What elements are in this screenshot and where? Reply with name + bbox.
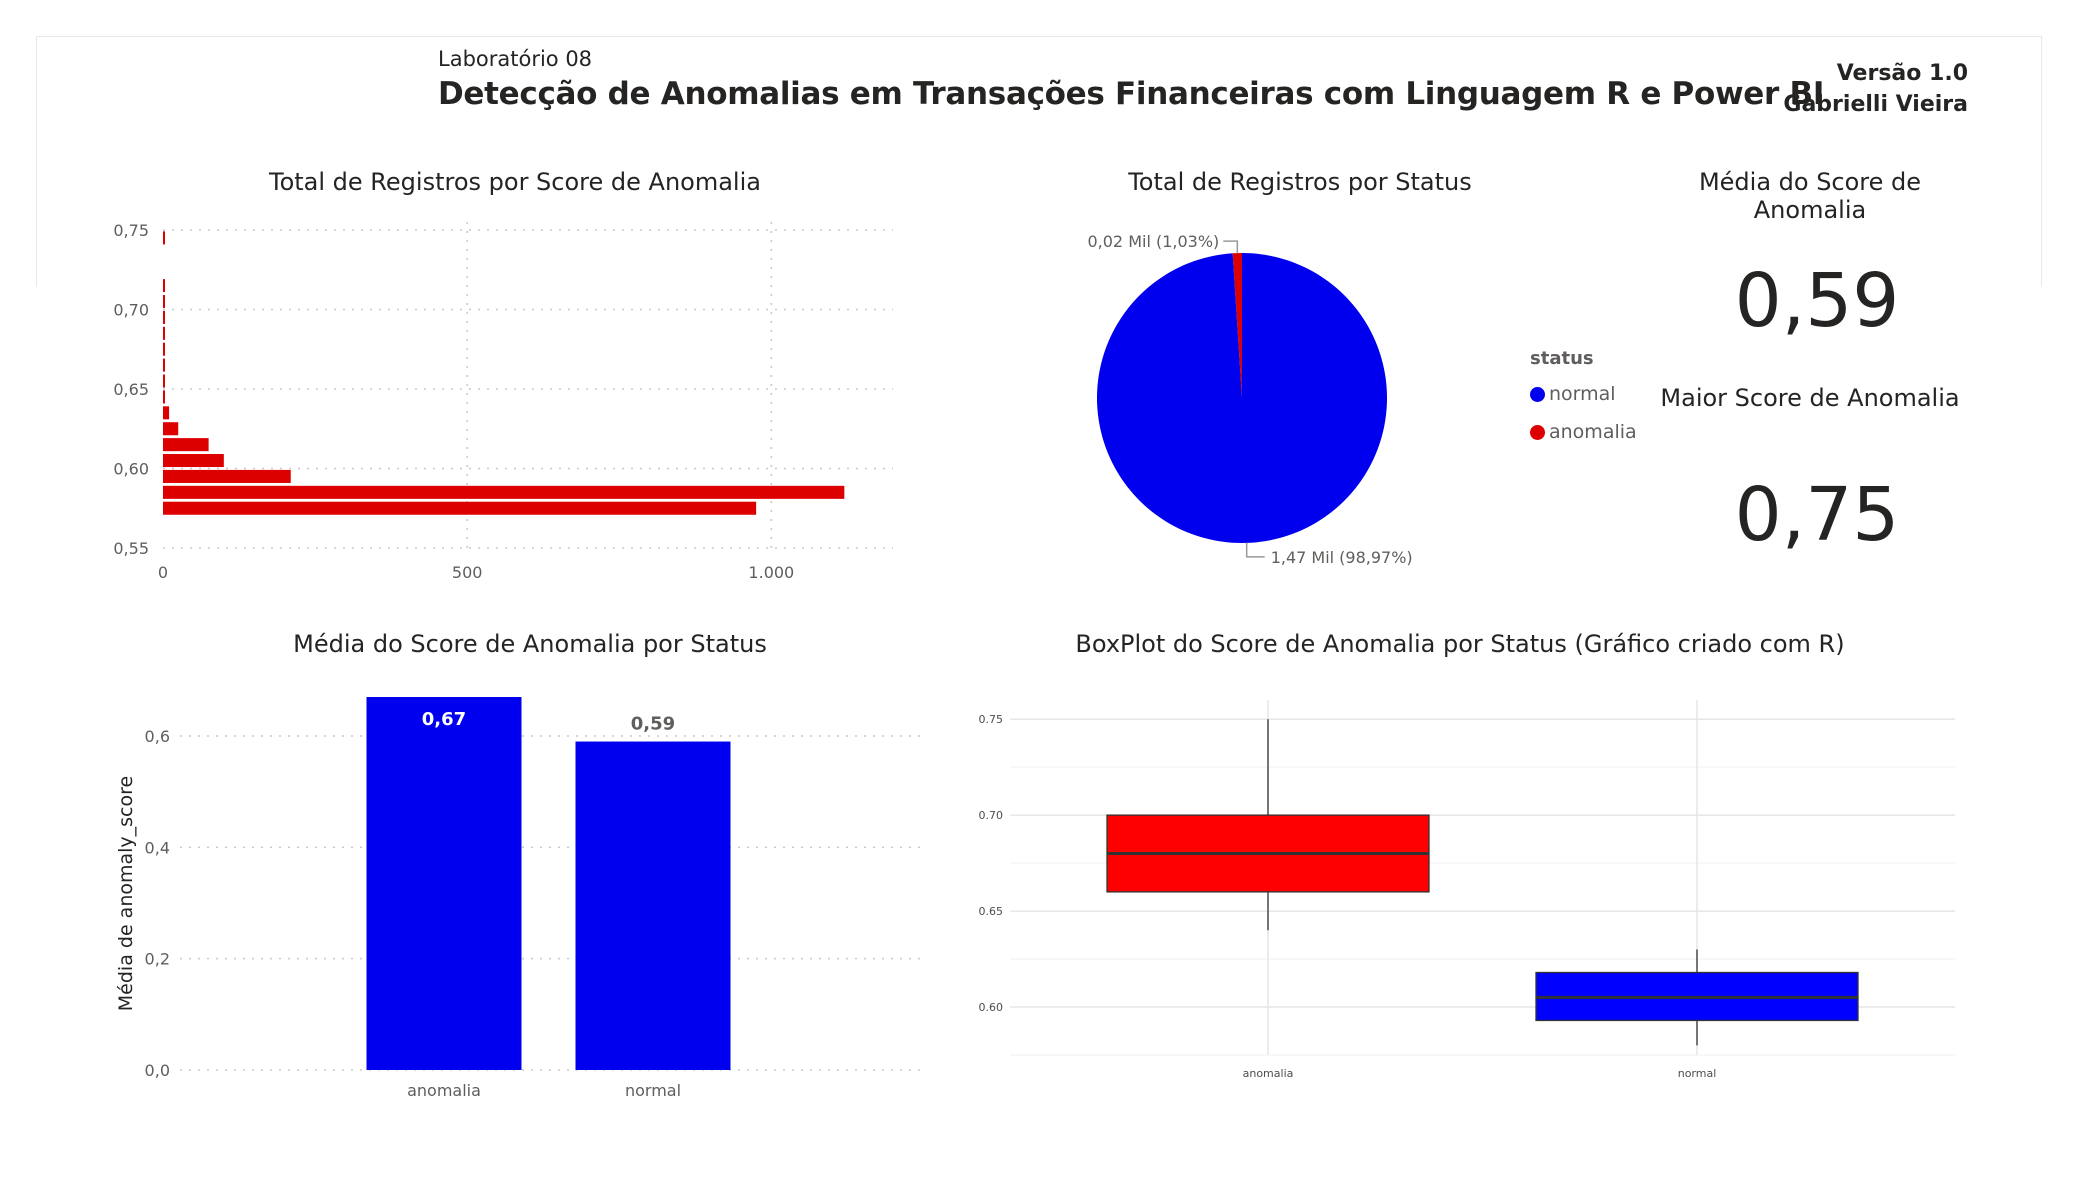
hist-ytick-label: 0,70 <box>113 300 149 319</box>
box-xtick-label: anomalia <box>1243 1067 1294 1080</box>
pie-legend: status normal anomalia <box>1530 348 1637 451</box>
author-label: Gabrielli Vieira <box>1783 92 1968 117</box>
hist-bar <box>163 374 165 388</box>
pie-leader-normal <box>1245 542 1265 558</box>
pie-data-label-normal: 1,47 Mil (98,97%) <box>1271 548 1413 567</box>
legend-title: status <box>1530 348 1594 369</box>
hist-ytick-label: 0,60 <box>113 459 149 478</box>
hist-bar <box>163 454 224 468</box>
vbar-data-label: 0,67 <box>422 709 466 730</box>
legend-label-normal: normal <box>1549 383 1616 405</box>
hist-ytick-label: 0,55 <box>113 539 149 558</box>
version-block: Versão 1.0 Gabrielli Vieira <box>1783 58 1968 120</box>
box-ytick-label: 0.60 <box>979 1001 1004 1014</box>
lab-label: Laboratório 08 <box>438 47 593 71</box>
version-label: Versão 1.0 <box>1836 61 1968 86</box>
legend-dot-anomalia <box>1530 424 1545 440</box>
hist-bar <box>163 485 845 499</box>
hist-xtick-label: 1.000 <box>748 563 794 582</box>
hist-bar <box>163 310 165 324</box>
kpi-max-value: 0,75 <box>1734 472 1900 558</box>
box-ytick-label: 0.65 <box>979 905 1004 918</box>
vbar-data-label: 0,59 <box>631 714 675 735</box>
hist-bar <box>163 279 165 293</box>
pie-leader-anomalia <box>1223 240 1239 254</box>
kpi-max-title: Maior Score de Anomalia <box>1660 384 1960 412</box>
pie-data-label-anomalia: 0,02 Mil (1,03%) <box>1087 232 1219 251</box>
hist-bar <box>163 469 291 483</box>
header-frame <box>36 36 2042 287</box>
vbar-bar-anomalia <box>366 697 522 1070</box>
vbar-xtick-label: anomalia <box>407 1081 481 1100</box>
vbar-ytick-label: 0,2 <box>145 950 170 969</box>
page-title: Detecção de Anomalias em Transações Fina… <box>438 76 1825 112</box>
legend-label-anomalia: anomalia <box>1549 421 1637 443</box>
boxplot-title: BoxPlot do Score de Anomalia por Status … <box>1075 630 1845 658</box>
kpi-avg-title: Média do Score de Anomalia <box>1698 168 1922 224</box>
vbar-xtick-label: normal <box>625 1081 681 1100</box>
vbar-bar-normal <box>575 741 731 1070</box>
legend-item-anomalia[interactable]: anomalia <box>1530 413 1637 451</box>
hist-bar <box>163 406 170 420</box>
vbar-ytick-label: 0,4 <box>145 838 170 857</box>
legend-item-normal[interactable]: normal <box>1530 375 1637 413</box>
hist-bar <box>163 501 757 515</box>
hist-xtick-label: 500 <box>452 563 483 582</box>
hist-xtick-label: 0 <box>158 563 168 582</box>
avg-bar-chart-title: Média do Score de Anomalia por Status <box>293 630 767 658</box>
box-ytick-label: 0.70 <box>979 809 1004 822</box>
hist-bar <box>163 390 165 404</box>
hist-bar <box>163 326 165 340</box>
box-ytick-label: 0.75 <box>979 713 1004 726</box>
vbar-yaxis-label: Média de anomaly_score <box>115 776 137 1011</box>
box-xtick-label: normal <box>1678 1067 1717 1080</box>
vbar-ytick-label: 0,6 <box>145 727 170 746</box>
hist-bar <box>163 231 165 245</box>
pie-chart-title: Total de Registros por Status <box>1128 168 1472 196</box>
hist-bar <box>163 422 179 436</box>
pie-slice-anomalia <box>1232 253 1242 398</box>
kpi-avg-value: 0,59 <box>1734 258 1900 344</box>
legend-dot-normal <box>1530 386 1545 402</box>
hist-ytick-label: 0,75 <box>113 221 149 240</box>
hist-bar <box>163 438 209 452</box>
hist-chart-title: Total de Registros por Score de Anomalia <box>269 168 761 196</box>
hist-ytick-label: 0,65 <box>113 380 149 399</box>
vbar-ytick-label: 0,0 <box>145 1061 170 1080</box>
hist-bar <box>163 294 165 309</box>
pie-slice-normal <box>1096 253 1387 544</box>
hist-bar <box>163 358 165 372</box>
hist-bar <box>163 342 165 356</box>
